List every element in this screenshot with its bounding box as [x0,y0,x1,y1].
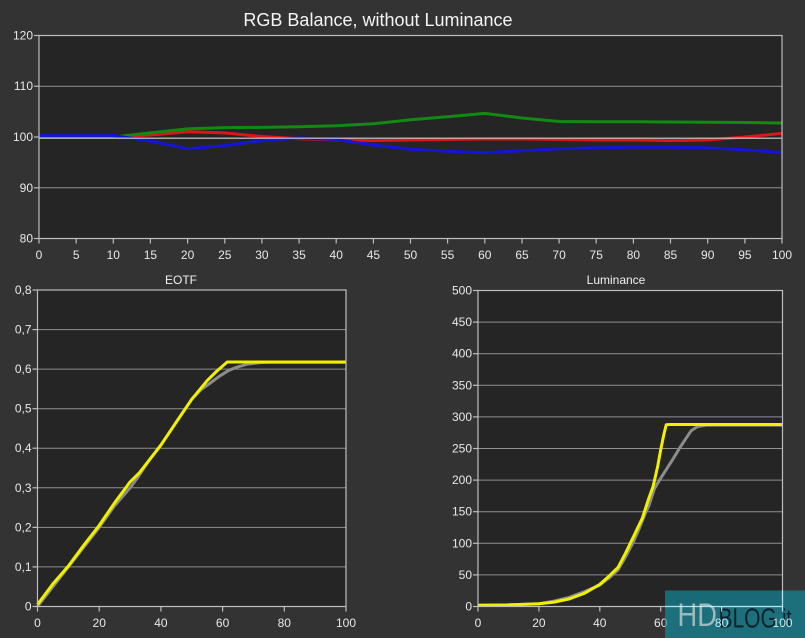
svg-text:90: 90 [701,248,715,262]
svg-text:30: 30 [255,248,269,262]
svg-text:100: 100 [13,130,33,144]
svg-text:100: 100 [772,248,792,262]
svg-text:250: 250 [452,442,472,456]
svg-text:0,5: 0,5 [15,402,32,416]
svg-text:40: 40 [593,616,607,630]
svg-text:65: 65 [515,248,529,262]
svg-text:0,7: 0,7 [15,323,32,337]
svg-text:0,6: 0,6 [15,362,32,376]
svg-text:90: 90 [20,181,34,195]
svg-text:60: 60 [216,616,230,630]
svg-text:85: 85 [664,248,678,262]
svg-text:500: 500 [452,284,472,298]
svg-text:EOTF: EOTF [165,273,197,287]
svg-text:50: 50 [459,568,473,582]
svg-text:80: 80 [20,232,34,246]
svg-text:45: 45 [367,248,381,262]
svg-text:0,3: 0,3 [15,481,32,495]
svg-text:40: 40 [154,616,168,630]
svg-text:20: 20 [93,616,107,630]
svg-text:110: 110 [14,79,33,93]
svg-text:300: 300 [452,410,472,424]
svg-text:.it: .it [777,605,792,632]
svg-text:0: 0 [34,616,41,630]
svg-text:25: 25 [218,248,232,262]
svg-text:40: 40 [330,248,344,262]
svg-text:60: 60 [478,248,492,262]
svg-text:0: 0 [475,616,482,630]
svg-text:RGB Balance, without Luminance: RGB Balance, without Luminance [243,10,512,30]
svg-text:60: 60 [654,616,668,630]
svg-text:0,1: 0,1 [15,560,32,574]
svg-text:15: 15 [144,248,158,262]
svg-text:450: 450 [452,315,472,329]
svg-text:150: 150 [452,505,472,519]
svg-text:200: 200 [452,473,472,487]
svg-text:10: 10 [107,248,121,262]
svg-text:0,4: 0,4 [15,441,32,455]
svg-text:70: 70 [552,248,566,262]
svg-text:HD: HD [677,598,716,634]
svg-text:35: 35 [292,248,306,262]
svg-text:75: 75 [590,248,604,262]
svg-text:80: 80 [715,616,729,630]
svg-text:0,2: 0,2 [15,520,32,534]
svg-text:0: 0 [25,600,32,614]
svg-text:0: 0 [36,248,43,262]
svg-text:350: 350 [452,378,472,392]
svg-text:100: 100 [452,536,472,550]
svg-text:95: 95 [738,248,752,262]
svg-text:0: 0 [465,600,472,614]
svg-text:100: 100 [336,616,356,630]
svg-text:50: 50 [404,248,418,262]
svg-text:55: 55 [441,248,455,262]
svg-text:BLOG: BLOG [719,604,777,635]
svg-text:5: 5 [73,248,80,262]
svg-text:80: 80 [627,248,641,262]
svg-text:400: 400 [452,347,472,361]
svg-text:100: 100 [772,616,792,630]
svg-text:0,8: 0,8 [15,283,32,297]
svg-text:20: 20 [181,248,195,262]
svg-text:Luminance: Luminance [587,273,646,287]
svg-text:20: 20 [532,616,546,630]
svg-text:120: 120 [13,29,33,43]
svg-text:80: 80 [278,616,292,630]
